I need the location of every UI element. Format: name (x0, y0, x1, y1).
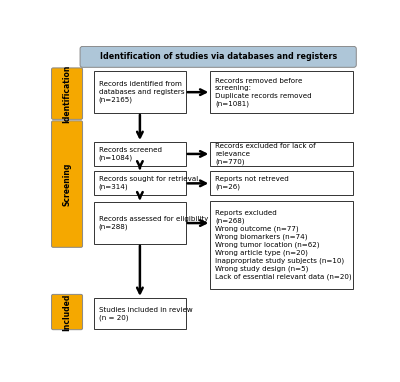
FancyBboxPatch shape (94, 202, 186, 244)
FancyBboxPatch shape (94, 71, 186, 113)
Text: Reports excluded
(n=268)
Wrong outcome (n=77)
Wrong biomarkers (n=74)
Wrong tumo: Reports excluded (n=268) Wrong outcome (… (215, 210, 352, 280)
Text: Records identified from
databases and registers
(n=2165): Records identified from databases and re… (99, 81, 184, 103)
FancyBboxPatch shape (210, 201, 353, 290)
FancyBboxPatch shape (80, 47, 356, 67)
Text: Records screened
(n=1084): Records screened (n=1084) (99, 147, 162, 161)
FancyBboxPatch shape (210, 142, 353, 166)
FancyBboxPatch shape (94, 298, 186, 329)
FancyBboxPatch shape (210, 172, 353, 195)
FancyBboxPatch shape (94, 172, 186, 195)
FancyBboxPatch shape (52, 121, 82, 247)
FancyBboxPatch shape (94, 142, 186, 166)
Text: Screening: Screening (62, 162, 72, 206)
Text: Records excluded for lack of
relevance
(n=770): Records excluded for lack of relevance (… (215, 143, 316, 165)
Text: Studies included in review
(n = 20): Studies included in review (n = 20) (99, 306, 192, 320)
FancyBboxPatch shape (52, 68, 82, 119)
FancyBboxPatch shape (210, 71, 353, 113)
Text: Records sought for retrieval
(n=314): Records sought for retrieval (n=314) (99, 176, 198, 190)
Text: Records assessed for eligibility
(n=288): Records assessed for eligibility (n=288) (99, 216, 208, 230)
Text: Identification: Identification (62, 65, 72, 123)
FancyBboxPatch shape (52, 295, 82, 330)
Text: Reports not retreved
(n=26): Reports not retreved (n=26) (215, 176, 289, 190)
Text: Records removed before
screening:
Duplicate records removed
(n=1081): Records removed before screening: Duplic… (215, 78, 312, 107)
Text: Included: Included (62, 293, 72, 331)
Text: Identification of studies via databases and registers: Identification of studies via databases … (100, 52, 337, 62)
